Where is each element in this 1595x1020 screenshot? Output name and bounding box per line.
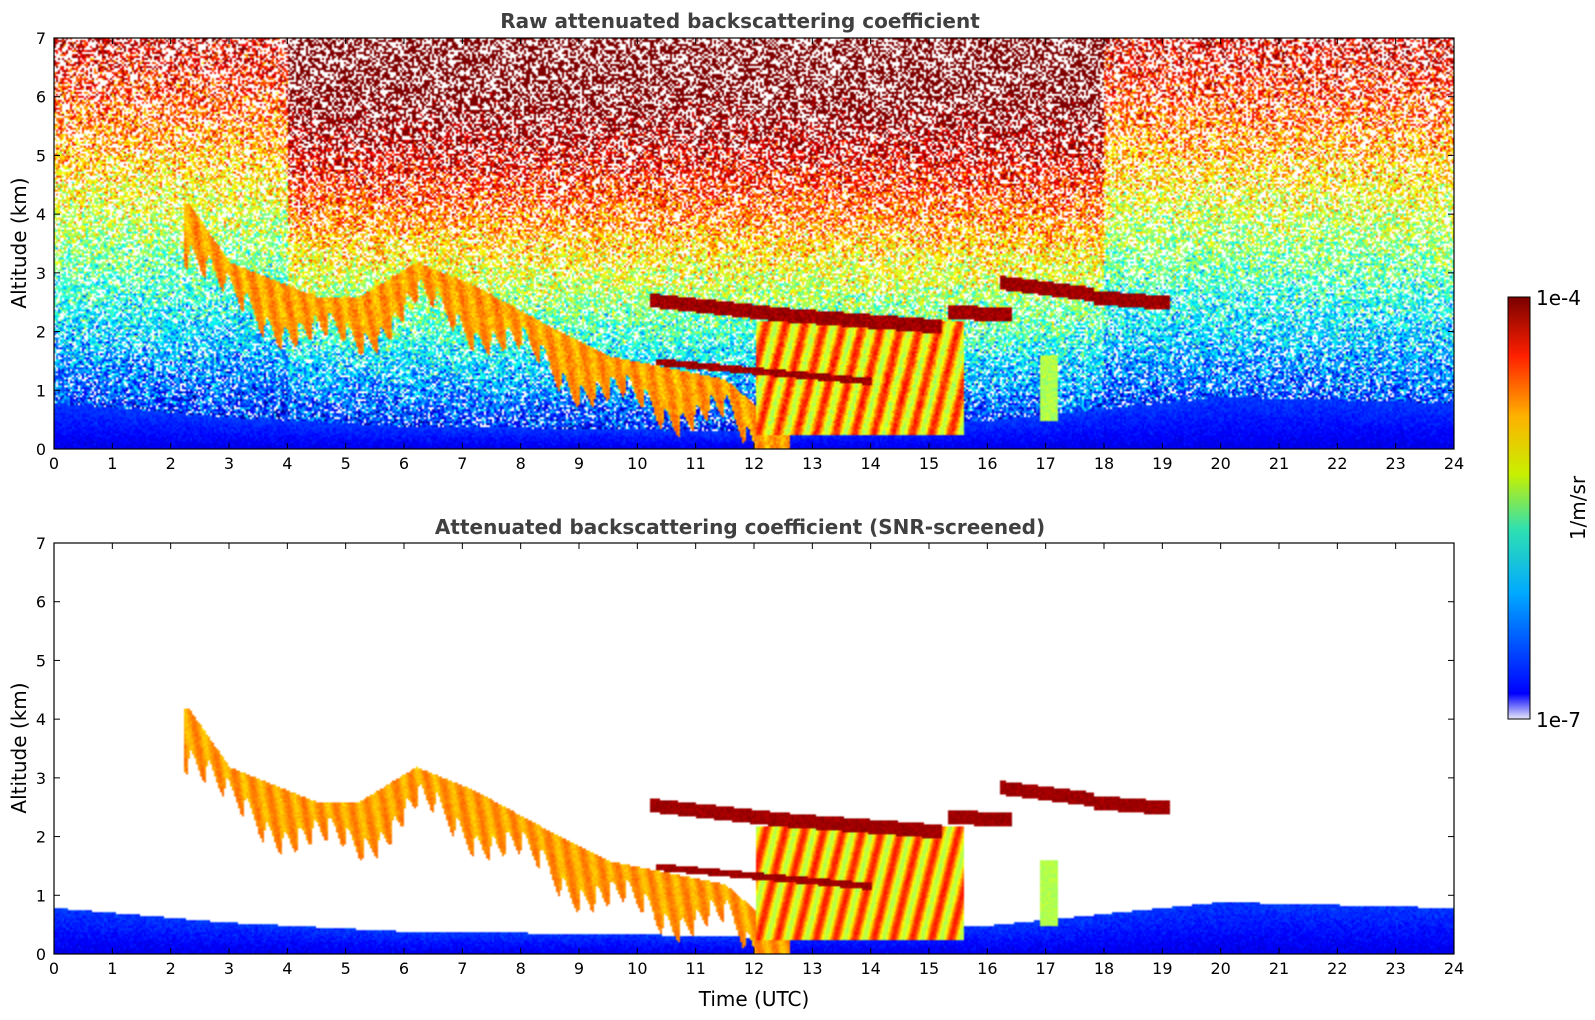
x-tick-label: 16	[977, 454, 997, 473]
x-tick-label: 18	[1094, 454, 1114, 473]
x-tick-label: 3	[224, 959, 234, 978]
x-tick-label: 4	[282, 454, 292, 473]
x-tick-label: 7	[457, 959, 467, 978]
x-tick-label: 14	[860, 454, 880, 473]
colorbar-max-label: 1e-4	[1536, 286, 1581, 310]
y-tick-label: 0	[36, 440, 46, 459]
x-tick-label: 20	[1210, 959, 1230, 978]
y-tick-label: 1	[36, 886, 46, 905]
x-tick-label: 13	[802, 454, 822, 473]
y-tick-label: 5	[36, 146, 46, 165]
y-tick-label: 7	[36, 29, 46, 48]
x-tick-label: 9	[574, 454, 584, 473]
x-tick-label: 6	[399, 454, 409, 473]
x-tick-label: 5	[341, 959, 351, 978]
x-tick-label: 11	[685, 454, 705, 473]
x-tick-label: 16	[977, 959, 997, 978]
colorbar-min-label: 1e-7	[1536, 708, 1581, 732]
x-tick-label: 24	[1444, 959, 1464, 978]
y-tick-label: 4	[36, 710, 46, 729]
x-tick-label: 23	[1385, 454, 1405, 473]
x-tick-label: 1	[107, 959, 117, 978]
x-tick-label: 14	[860, 959, 880, 978]
x-tick-label: 0	[49, 959, 59, 978]
colorbar-unit-label: 1/m/sr	[1566, 475, 1590, 540]
y-tick-label: 5	[36, 651, 46, 670]
x-tick-label: 23	[1385, 959, 1405, 978]
x-tick-label: 9	[574, 959, 584, 978]
x-tick-label: 4	[282, 959, 292, 978]
y-tick-label: 4	[36, 205, 46, 224]
y-tick-label: 6	[36, 88, 46, 107]
x-tick-label: 12	[744, 959, 764, 978]
colorbar-gradient	[1507, 296, 1531, 720]
x-tick-label: 20	[1210, 454, 1230, 473]
x-tick-label: 1	[107, 454, 117, 473]
x-tick-label: 7	[457, 454, 467, 473]
x-ticks: 0 1 2 3 4 5 6 7 8 9 10 11 12 13 14 15 16 17 18 19 20 21 22 23 24	[49, 38, 1464, 473]
x-ticks: 0 1 2 3 4 5 6 7 8 9 10 11 12 13 14 15 16 17 18 19 20 21 22 23 24	[49, 543, 1464, 978]
y-tick-label: 3	[36, 769, 46, 788]
x-tick-label: 2	[166, 454, 176, 473]
y-tick-label: 0	[36, 945, 46, 964]
heatmap-image	[54, 38, 1454, 449]
x-tick-label: 11	[685, 959, 705, 978]
panel-screened: Attenuated backscattering coefficient (S…	[7, 515, 1464, 1011]
plot-area	[54, 543, 1454, 954]
y-axis-label: Altitude (km)	[7, 682, 31, 813]
x-tick-label: 15	[919, 959, 939, 978]
y-tick-label: 6	[36, 593, 46, 612]
x-tick-label: 22	[1327, 959, 1347, 978]
x-tick-label: 19	[1152, 959, 1172, 978]
x-tick-label: 19	[1152, 454, 1172, 473]
y-tick-label: 2	[36, 828, 46, 847]
x-tick-label: 3	[224, 454, 234, 473]
x-tick-label: 21	[1269, 959, 1289, 978]
panel-raw: Raw attenuated backscattering coefficien…	[7, 9, 1464, 473]
panel-title: Raw attenuated backscattering coefficien…	[500, 9, 980, 33]
panel-title: Attenuated backscattering coefficient (S…	[435, 515, 1045, 539]
x-tick-label: 10	[627, 454, 647, 473]
x-tick-label: 13	[802, 959, 822, 978]
x-tick-label: 15	[919, 454, 939, 473]
plot-area	[54, 38, 1454, 449]
x-tick-label: 10	[627, 959, 647, 978]
y-ticks: 0 1 2 3 4 5 6 7	[36, 29, 1454, 459]
x-tick-label: 12	[744, 454, 764, 473]
y-tick-label: 2	[36, 323, 46, 342]
x-tick-label: 18	[1094, 959, 1114, 978]
x-tick-label: 17	[1035, 959, 1055, 978]
x-tick-label: 21	[1269, 454, 1289, 473]
x-tick-label: 8	[516, 454, 526, 473]
x-tick-label: 22	[1327, 454, 1347, 473]
x-axis-label: Time (UTC)	[698, 987, 810, 1011]
y-tick-label: 1	[36, 381, 46, 400]
x-tick-label: 17	[1035, 454, 1055, 473]
heatmap-image	[54, 543, 1454, 954]
x-tick-label: 24	[1444, 454, 1464, 473]
x-tick-label: 8	[516, 959, 526, 978]
y-tick-label: 7	[36, 534, 46, 553]
x-tick-label: 6	[399, 959, 409, 978]
y-tick-label: 3	[36, 264, 46, 283]
colorbar: 1e-4 1e-7 1/m/sr	[1507, 286, 1590, 732]
y-axis-label: Altitude (km)	[7, 177, 31, 308]
x-tick-label: 2	[166, 959, 176, 978]
y-ticks: 0 1 2 3 4 5 6 7	[36, 534, 1454, 964]
x-tick-label: 0	[49, 454, 59, 473]
x-tick-label: 5	[341, 454, 351, 473]
